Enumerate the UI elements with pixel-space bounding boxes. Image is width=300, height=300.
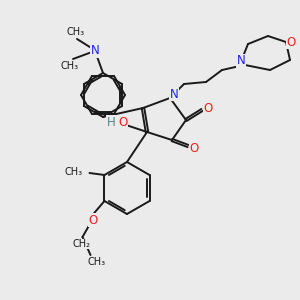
Text: O: O bbox=[286, 35, 296, 49]
Text: N: N bbox=[91, 44, 99, 58]
Text: O: O bbox=[189, 142, 199, 154]
Text: CH₃: CH₃ bbox=[64, 167, 82, 177]
Text: CH₂: CH₂ bbox=[73, 239, 91, 249]
Text: CH₃: CH₃ bbox=[87, 257, 106, 267]
Text: O: O bbox=[203, 101, 213, 115]
Text: CH₃: CH₃ bbox=[67, 27, 85, 37]
Text: O: O bbox=[89, 214, 98, 226]
Text: H: H bbox=[106, 116, 116, 128]
Text: O: O bbox=[118, 116, 127, 128]
Text: CH₃: CH₃ bbox=[61, 61, 79, 71]
Text: N: N bbox=[169, 88, 178, 100]
Text: N: N bbox=[237, 55, 245, 68]
